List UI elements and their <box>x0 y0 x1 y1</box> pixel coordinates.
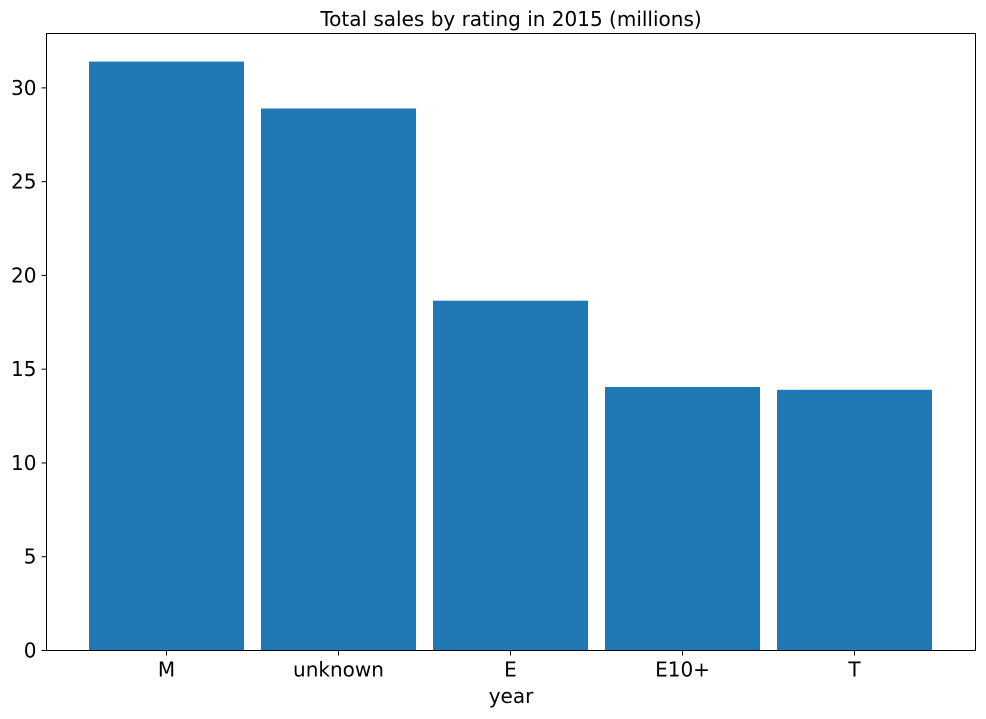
y-tick-label: 30 <box>11 76 36 100</box>
bar-t <box>777 389 932 651</box>
bar-e <box>433 300 588 651</box>
x-tick-label: E <box>504 658 517 682</box>
y-tick-label: 25 <box>11 170 36 194</box>
chart-title: Total sales by rating in 2015 (millions) <box>319 7 701 31</box>
bars-layer <box>89 61 932 651</box>
x-tick-label: M <box>158 658 175 682</box>
y-tick-label: 20 <box>11 263 36 287</box>
plot-frame <box>46 33 976 651</box>
bar-e10- <box>605 387 760 651</box>
x-tick-label: E10+ <box>655 658 710 682</box>
y-tick-label: 0 <box>24 639 37 663</box>
y-tick-label: 15 <box>11 357 36 381</box>
x-tick-label: unknown <box>293 658 384 682</box>
y-axis-ticks: 0 5 10 15 20 25 30 <box>11 76 47 663</box>
y-tick-label: 10 <box>11 451 36 475</box>
x-axis-label: year <box>489 684 534 708</box>
x-tick-label: T <box>847 658 861 682</box>
bar-unknown <box>261 108 416 651</box>
y-tick-label: 5 <box>24 545 37 569</box>
bar-m <box>89 61 244 651</box>
